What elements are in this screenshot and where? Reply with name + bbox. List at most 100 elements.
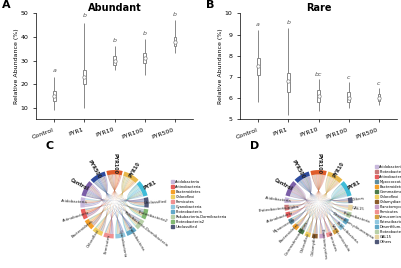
Polygon shape: [121, 177, 129, 231]
Polygon shape: [286, 211, 291, 218]
Text: PYR10: PYR10: [332, 161, 346, 178]
Polygon shape: [91, 175, 119, 223]
Polygon shape: [326, 231, 333, 237]
Text: Acidobacteria: Acidobacteria: [61, 199, 88, 205]
Polygon shape: [316, 174, 335, 230]
Polygon shape: [289, 183, 339, 201]
Polygon shape: [288, 218, 295, 225]
Polygon shape: [97, 180, 132, 229]
Text: Others: Others: [352, 196, 365, 202]
Polygon shape: [290, 181, 338, 213]
Text: Bacteroidetes: Bacteroidetes: [279, 222, 301, 244]
Polygon shape: [300, 192, 346, 228]
Polygon shape: [314, 179, 334, 234]
Polygon shape: [289, 175, 325, 208]
Polygon shape: [105, 190, 141, 233]
Text: D: D: [249, 141, 259, 151]
Polygon shape: [109, 175, 143, 214]
Text: c: c: [347, 75, 350, 80]
Legend: Acidobacteria, Actinobacteria, Bacteroidetes, Chloroflexi, Firmicutes, Cyanobact: Acidobacteria, Actinobacteria, Bacteroid…: [172, 180, 227, 229]
Polygon shape: [289, 195, 347, 206]
Polygon shape: [81, 181, 93, 196]
Polygon shape: [296, 192, 346, 224]
Polygon shape: [298, 183, 348, 201]
Bar: [257, 58, 259, 75]
Polygon shape: [127, 185, 142, 218]
Polygon shape: [122, 188, 140, 232]
Text: b: b: [113, 38, 117, 43]
Text: Verrucomicrobia: Verrucomicrobia: [330, 224, 350, 253]
Polygon shape: [292, 191, 331, 232]
Polygon shape: [319, 189, 344, 234]
Polygon shape: [141, 209, 148, 219]
Text: Patescibacteria: Patescibacteria: [335, 221, 359, 244]
Text: PYR500: PYR500: [290, 159, 306, 180]
Polygon shape: [325, 176, 348, 202]
Polygon shape: [304, 178, 313, 233]
Polygon shape: [86, 175, 120, 214]
Polygon shape: [96, 180, 140, 222]
Text: Planctomycetes: Planctomycetes: [319, 229, 327, 260]
Polygon shape: [88, 190, 124, 233]
Text: a: a: [52, 69, 56, 73]
Polygon shape: [117, 178, 130, 234]
Polygon shape: [326, 176, 346, 215]
Polygon shape: [126, 187, 139, 226]
Polygon shape: [284, 205, 289, 211]
Polygon shape: [299, 181, 347, 213]
Polygon shape: [89, 180, 133, 222]
Polygon shape: [115, 232, 126, 239]
Text: Proteobacteria-alpha: Proteobacteria-alpha: [258, 204, 299, 213]
Polygon shape: [317, 174, 329, 233]
Polygon shape: [294, 187, 308, 227]
Polygon shape: [290, 196, 348, 201]
Text: Actinobacteria: Actinobacteria: [266, 211, 294, 224]
Text: Firmicutes: Firmicutes: [327, 232, 337, 252]
Polygon shape: [313, 190, 345, 234]
Text: Gemmatimonadetes: Gemmatimonadetes: [284, 220, 310, 256]
Polygon shape: [98, 179, 122, 233]
Polygon shape: [301, 180, 336, 229]
Polygon shape: [326, 177, 339, 226]
Polygon shape: [291, 185, 306, 216]
Polygon shape: [304, 231, 311, 237]
Text: Rokubacteria-Dormibacteria: Rokubacteria-Dormibacteria: [124, 211, 169, 248]
Polygon shape: [98, 174, 117, 230]
Polygon shape: [289, 175, 326, 201]
Bar: [347, 92, 350, 102]
Polygon shape: [324, 178, 333, 233]
Text: c: c: [377, 80, 381, 85]
Bar: [287, 73, 290, 92]
Polygon shape: [290, 194, 347, 212]
Polygon shape: [298, 228, 305, 235]
Polygon shape: [92, 177, 107, 225]
Polygon shape: [89, 188, 107, 232]
Text: bc: bc: [315, 72, 322, 77]
Polygon shape: [331, 185, 346, 216]
Polygon shape: [108, 174, 116, 234]
Polygon shape: [103, 232, 114, 239]
Y-axis label: Relative Abundance (%): Relative Abundance (%): [218, 29, 223, 104]
Polygon shape: [87, 185, 102, 217]
Polygon shape: [315, 174, 320, 234]
Polygon shape: [90, 186, 103, 226]
Text: Proteobacteria: Proteobacteria: [126, 226, 144, 252]
Polygon shape: [294, 186, 306, 222]
Text: C: C: [46, 141, 54, 151]
Polygon shape: [86, 195, 144, 201]
Polygon shape: [346, 211, 352, 218]
Polygon shape: [113, 174, 121, 234]
Polygon shape: [107, 179, 131, 233]
Text: Proteobacteria: Proteobacteria: [342, 211, 371, 224]
Polygon shape: [308, 174, 320, 232]
Polygon shape: [291, 193, 345, 219]
Polygon shape: [290, 194, 347, 213]
Text: PYR100: PYR100: [316, 153, 321, 174]
Polygon shape: [332, 228, 339, 235]
Polygon shape: [289, 176, 312, 202]
Polygon shape: [290, 175, 324, 214]
Polygon shape: [319, 233, 325, 239]
Text: PYR1: PYR1: [142, 179, 157, 191]
Polygon shape: [330, 186, 343, 222]
Bar: [317, 90, 320, 102]
